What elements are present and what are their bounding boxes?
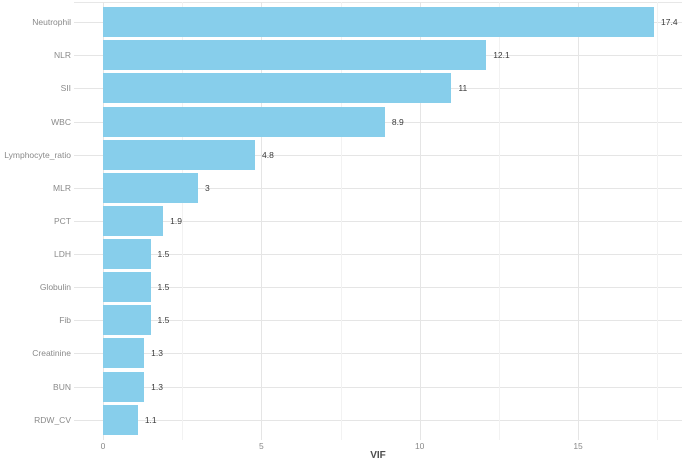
horizontal-gridline (74, 220, 682, 222)
horizontal-gridline (74, 187, 682, 189)
value-label: 4.8 (262, 149, 274, 160)
category-label: SII (60, 83, 71, 94)
category-label: NLR (53, 50, 71, 61)
value-label: 1.5 (157, 315, 170, 326)
minor-gridline (498, 2, 500, 440)
value-label: 12.1 (493, 50, 510, 61)
value-label: 1.3 (151, 381, 163, 392)
bar-bun (103, 371, 145, 402)
horizontal-gridline (74, 353, 682, 355)
value-label: 1.3 (151, 348, 163, 359)
category-label: WBC (51, 116, 71, 127)
bar-rdw_cv (103, 404, 138, 435)
x-tick-label: 10 (414, 441, 425, 451)
x-tick-label: 5 (258, 441, 264, 451)
bar-sii (103, 73, 452, 104)
horizontal-gridline (74, 154, 682, 156)
bar-pct (103, 205, 164, 236)
major-gridline (261, 2, 263, 440)
panel-top-border (74, 2, 682, 3)
horizontal-gridline (74, 254, 682, 256)
bar-ldh (103, 239, 151, 270)
bar-mlr (103, 172, 198, 203)
category-label: Globulin (39, 282, 71, 293)
major-gridline (578, 2, 580, 440)
bar-neutrophil (103, 7, 655, 38)
value-label: 1.5 (157, 282, 170, 293)
horizontal-gridline (74, 419, 682, 421)
x-tick-label: 15 (573, 441, 583, 451)
value-label: 11 (458, 83, 468, 94)
bar-lymphocyte_ratio (103, 139, 256, 170)
category-label: LDH (53, 249, 71, 260)
horizontal-gridline (74, 287, 682, 289)
bar-wbc (103, 106, 385, 137)
x-axis-title: VIF (370, 450, 386, 461)
category-label: Neutrophil (32, 17, 71, 28)
minor-gridline (182, 2, 184, 440)
bar-creatinine (103, 338, 145, 369)
category-label: Lymphocyte_ratio (4, 149, 71, 160)
value-label: 1.1 (144, 414, 157, 425)
category-label: MLR (53, 182, 71, 193)
value-label: 1.5 (157, 249, 170, 260)
category-label: Fib (59, 315, 71, 326)
x-tick-label: 0 (100, 441, 106, 451)
major-gridline (419, 2, 421, 440)
value-label: 8.9 (391, 116, 404, 127)
value-label: 1.9 (170, 215, 182, 226)
category-label: PCT (54, 215, 71, 226)
minor-gridline (340, 2, 342, 440)
value-label: 17.4 (661, 17, 678, 28)
category-label: Creatinine (32, 348, 71, 359)
horizontal-gridline (74, 320, 682, 322)
category-label: BUN (53, 381, 71, 392)
value-label: 3 (205, 182, 210, 193)
category-label: RDW_CV (34, 414, 71, 425)
bar-globulin (103, 272, 151, 303)
minor-gridline (657, 2, 659, 440)
bar-fib (103, 305, 151, 336)
horizontal-gridline (74, 386, 682, 388)
bar-nlr (103, 40, 487, 71)
